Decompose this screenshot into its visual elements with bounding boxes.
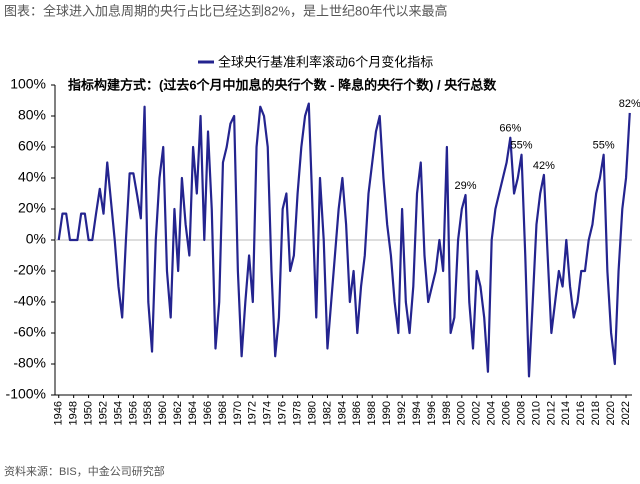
x-tick-label: 2018	[590, 401, 602, 425]
source: 资料来源：BIS，中金公司研究部	[4, 464, 165, 478]
x-tick-label: 2006	[501, 401, 513, 425]
x-tick-label: 2020	[605, 401, 617, 425]
x-tick-label: 1958	[142, 401, 154, 425]
y-tick-label: -100%	[6, 386, 46, 402]
legend-label: 全球央行基准利率滚动6个月变化指标	[218, 54, 433, 69]
annotation: 42%	[533, 160, 555, 172]
x-tick-label: 1946	[53, 401, 65, 425]
x-tick-label: 1988	[366, 401, 378, 425]
y-tick-label: -80%	[13, 355, 46, 371]
annotation: 29%	[455, 180, 477, 192]
x-tick-label: 1990	[381, 401, 393, 425]
x-tick-label: 2010	[530, 401, 542, 425]
y-tick-label: 100%	[10, 76, 46, 92]
y-tick-label: 60%	[18, 138, 46, 154]
y-tick-label: -40%	[13, 293, 46, 309]
x-tick-label: 1950	[82, 401, 94, 425]
x-tick-label: 1970	[232, 401, 244, 425]
x-tick-label: 1994	[411, 401, 423, 425]
x-tick-label: 1978	[292, 401, 304, 425]
x-tick-label: 1952	[97, 401, 109, 425]
annotation: 55%	[593, 140, 615, 152]
y-tick-label: 40%	[18, 169, 46, 185]
subtitle: 指标构建方式：(过去6个月中加息的央行个数 - 降息的央行个数) / 央行总数	[68, 77, 497, 92]
x-tick-label: 2000	[456, 401, 468, 425]
annotation: 82%	[619, 98, 640, 110]
x-tick-label: 1948	[68, 401, 80, 425]
y-tick-label: -60%	[13, 324, 46, 340]
y-tick-label: 0%	[26, 231, 46, 247]
line-series	[57, 102, 631, 378]
x-tick-label: 2008	[515, 401, 527, 425]
y-tick-label: -20%	[13, 262, 46, 278]
x-tick-label: 1972	[247, 401, 259, 425]
x-tick-label: 2014	[560, 401, 572, 425]
y-tick-label: 80%	[18, 107, 46, 123]
x-tick-label: 1960	[157, 401, 169, 425]
x-tick-label: 1986	[351, 401, 363, 425]
figure-title: 图表：全球进入加息周期的央行占比已经达到82%，是上世纪80年代以来最高	[4, 3, 447, 18]
x-tick-label: 1976	[277, 401, 289, 425]
x-tick-label: 1964	[187, 401, 199, 425]
x-tick-label: 1974	[262, 401, 274, 425]
annotation: 66%	[499, 123, 521, 135]
x-tick-label: 1982	[321, 401, 333, 425]
annotation: 55%	[511, 140, 533, 152]
x-tick-label: 2004	[486, 401, 498, 425]
y-tick-label: 20%	[18, 200, 46, 216]
x-tick-label: 1968	[217, 401, 229, 425]
x-tick-label: 1962	[172, 401, 184, 425]
x-tick-label: 1980	[306, 401, 318, 425]
x-tick-label: 2016	[575, 401, 587, 425]
x-tick-label: 1998	[441, 401, 453, 425]
x-tick-label: 1996	[426, 401, 438, 425]
x-tick-label: 1984	[336, 401, 348, 425]
x-tick-label: 1954	[112, 401, 124, 425]
x-tick-label: 2002	[471, 401, 483, 425]
x-tick-label: 1956	[127, 401, 139, 425]
x-tick-label: 2022	[620, 401, 632, 425]
x-tick-label: 1966	[202, 401, 214, 425]
x-tick-label: 2012	[545, 401, 557, 425]
x-tick-label: 1992	[396, 401, 408, 425]
